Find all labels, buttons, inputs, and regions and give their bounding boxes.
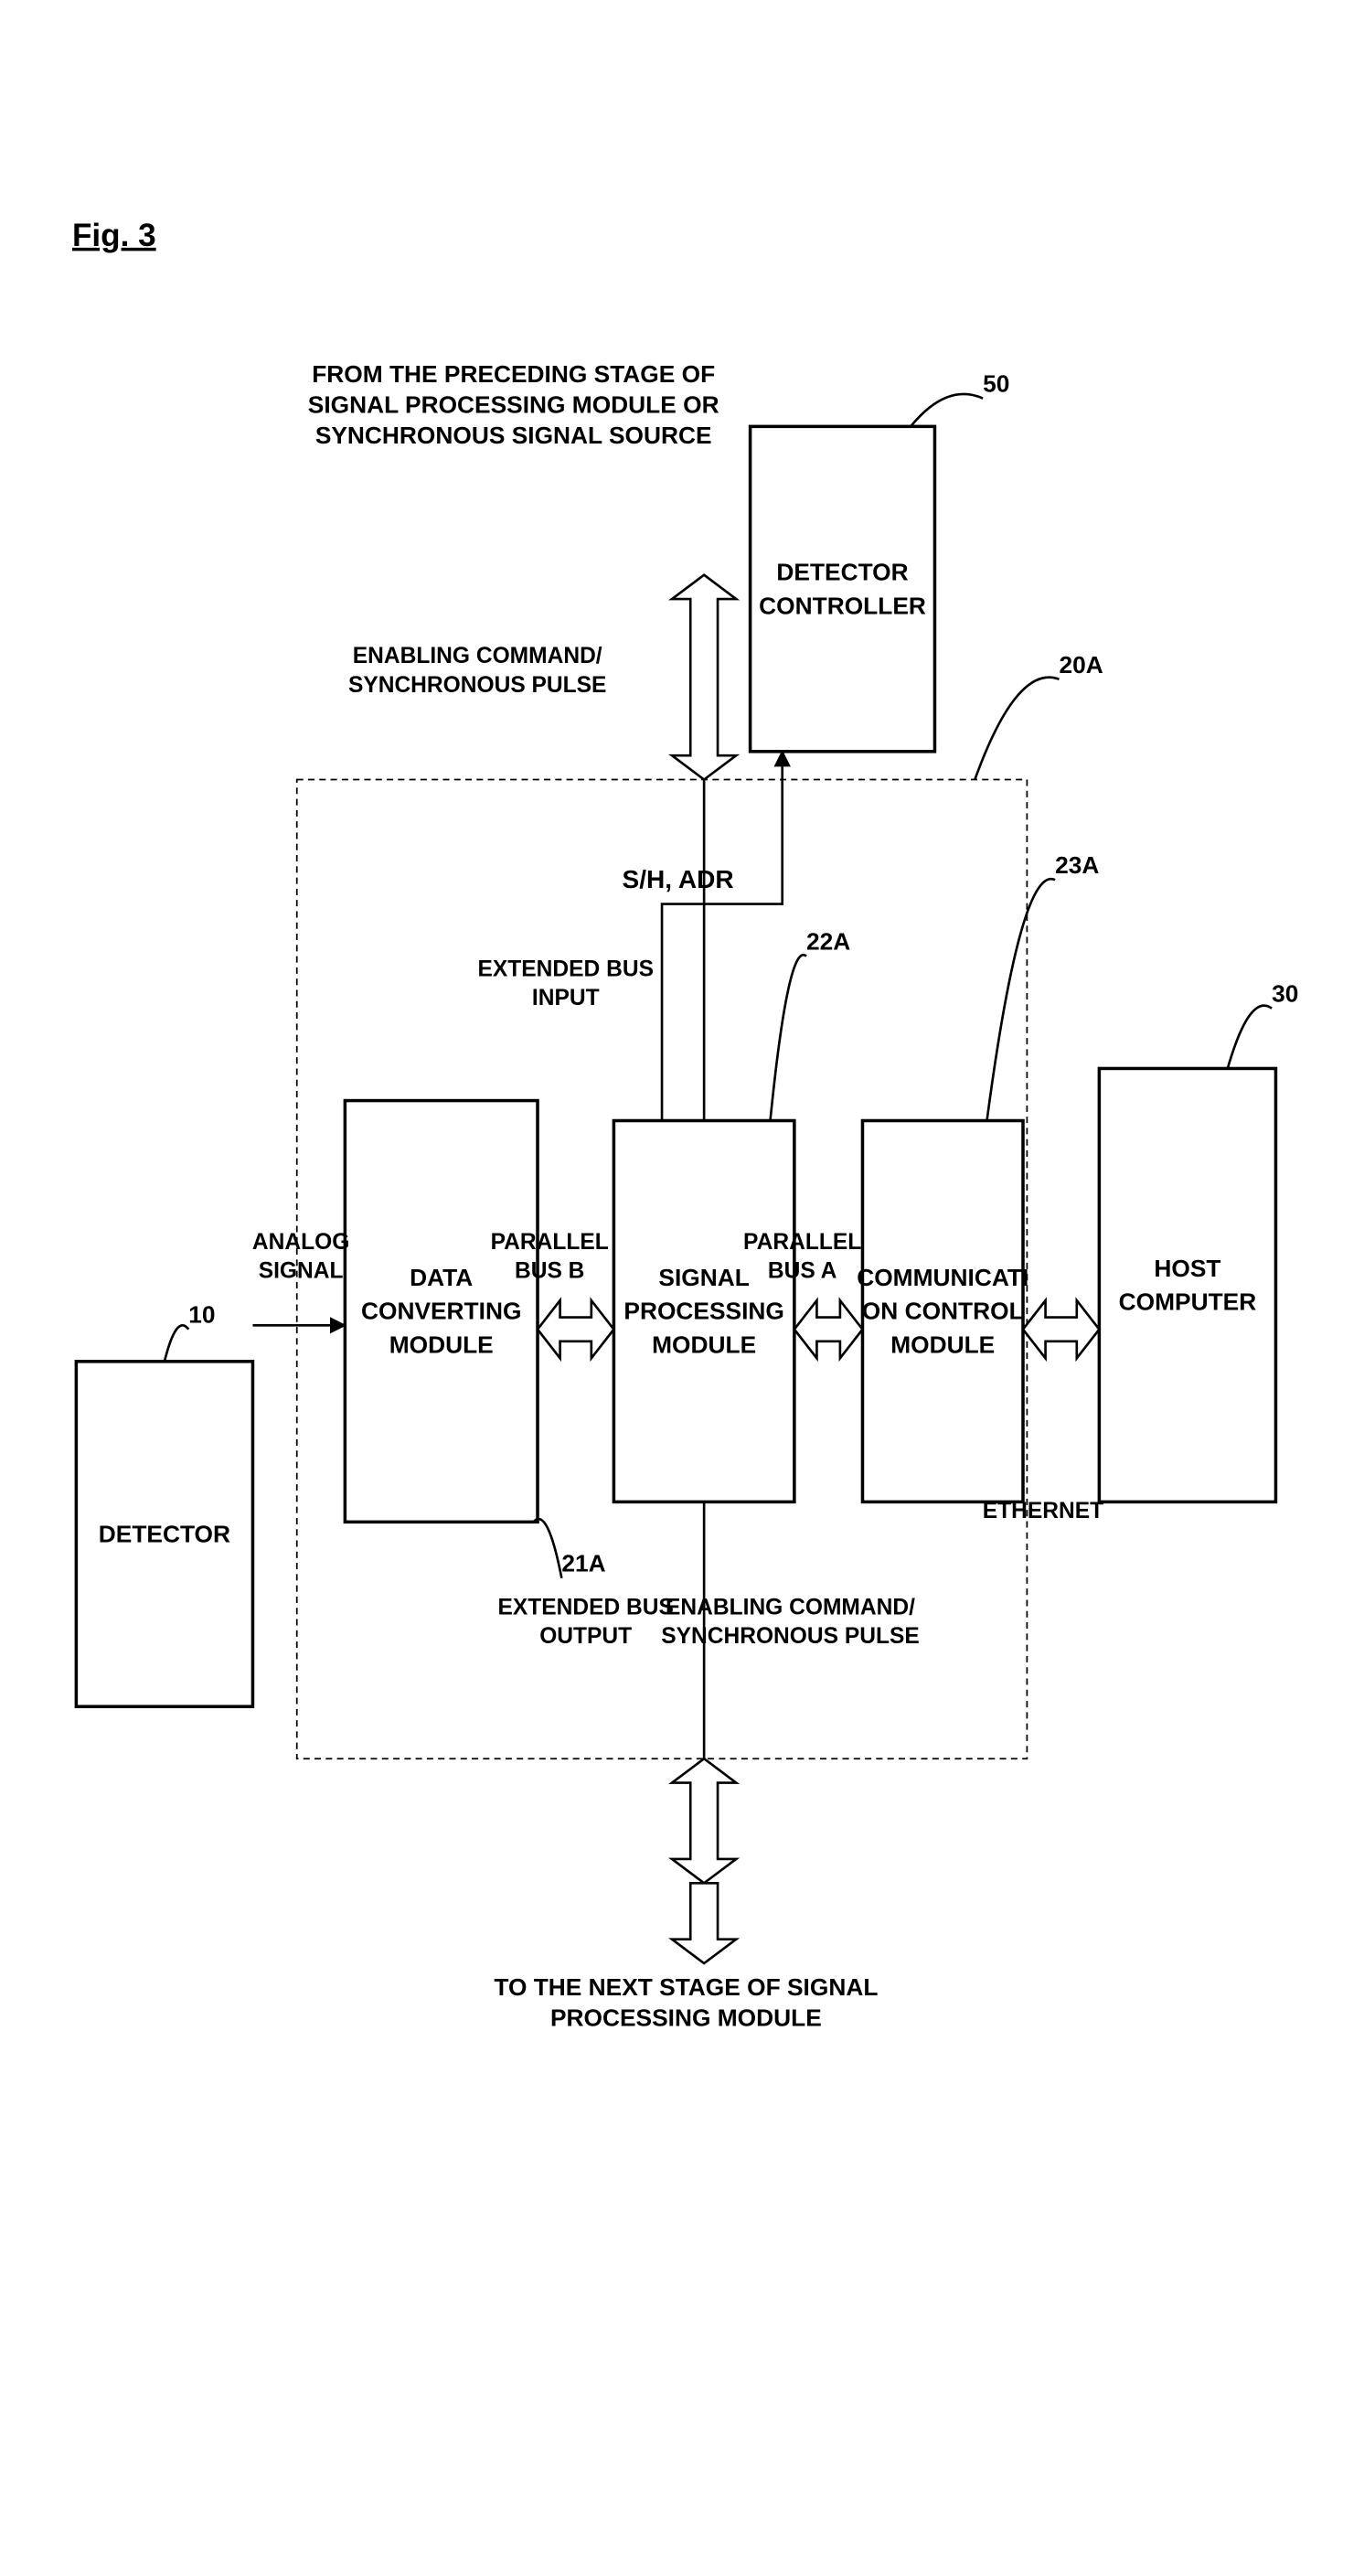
svg-text:BUS B: BUS B [515,1259,584,1284]
svg-text:Fig. 3: Fig. 3 [72,218,156,253]
svg-text:TO THE NEXT STAGE OF SIGNAL: TO THE NEXT STAGE OF SIGNAL [494,1973,878,2001]
svg-text:30: 30 [1272,980,1298,1008]
svg-text:ENABLING COMMAND/: ENABLING COMMAND/ [353,644,602,668]
svg-text:SYNCHRONOUS PULSE: SYNCHRONOUS PULSE [661,1624,920,1649]
svg-text:ETHERNET: ETHERNET [983,1499,1103,1523]
svg-text:EXTENDED BUS: EXTENDED BUS [478,957,654,982]
svg-text:BUS A: BUS A [768,1259,837,1284]
svg-text:PARALLEL: PARALLEL [743,1230,861,1255]
svg-text:SIGNAL: SIGNAL [658,1264,749,1291]
svg-text:PROCESSING MODULE: PROCESSING MODULE [550,2004,822,2031]
svg-text:COMPUTER: COMPUTER [1119,1288,1257,1316]
svg-text:DETECTOR: DETECTOR [99,1520,230,1547]
svg-text:OUTPUT: OUTPUT [539,1624,632,1649]
svg-text:CONVERTING: CONVERTING [361,1298,521,1325]
svg-text:50: 50 [983,370,1009,398]
svg-text:COMMUNICATI: COMMUNICATI [857,1264,1028,1291]
svg-text:DETECTOR: DETECTOR [776,558,908,585]
svg-text:22A: 22A [806,928,850,956]
svg-text:EXTENDED BUS: EXTENDED BUS [497,1595,673,1619]
svg-text:ON CONTROL: ON CONTROL [862,1298,1024,1325]
svg-text:HOST: HOST [1154,1255,1220,1282]
svg-text:PROCESSING: PROCESSING [623,1298,783,1325]
svg-text:SIGNAL PROCESSING MODULE OR: SIGNAL PROCESSING MODULE OR [308,390,719,418]
svg-text:MODULE: MODULE [652,1331,756,1359]
svg-text:INPUT: INPUT [532,986,600,1010]
svg-text:SYNCHRONOUS SIGNAL SOURCE: SYNCHRONOUS SIGNAL SOURCE [315,422,712,449]
svg-text:MODULE: MODULE [389,1331,494,1359]
svg-text:SIGNAL: SIGNAL [259,1259,344,1284]
svg-text:S/H, ADR: S/H, ADR [623,865,734,893]
svg-text:10: 10 [188,1301,215,1329]
svg-text:SYNCHRONOUS PULSE: SYNCHRONOUS PULSE [348,673,607,698]
svg-text:DATA: DATA [410,1264,473,1291]
svg-text:PARALLEL: PARALLEL [491,1230,609,1255]
svg-text:23A: 23A [1055,851,1099,879]
svg-text:MODULE: MODULE [890,1331,995,1359]
svg-text:20A: 20A [1059,651,1103,679]
svg-text:FROM THE PRECEDING STAGE OF: FROM THE PRECEDING STAGE OF [312,360,715,388]
host-computer-box [1099,1068,1275,1502]
svg-text:CONTROLLER: CONTROLLER [759,592,926,619]
detector-controller-box [751,426,935,751]
diagram-canvas: Fig. 3 DETECTOR DATA CONVERTING MODULE SIGNAL… [0,0,1364,2576]
svg-text:21A: 21A [561,1550,605,1577]
svg-text:ENABLING COMMAND/: ENABLING COMMAND/ [666,1595,915,1619]
svg-text:ANALOG: ANALOG [252,1230,349,1255]
